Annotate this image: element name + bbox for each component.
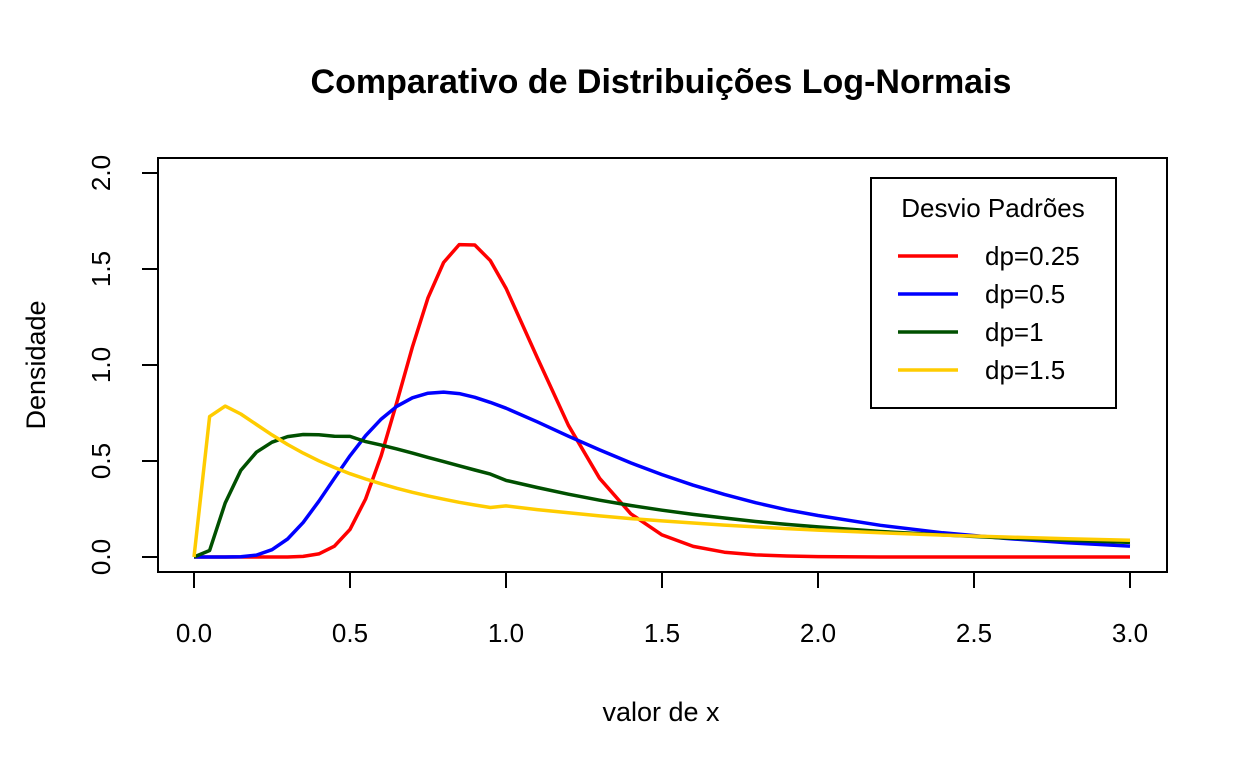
y-tick-label: 2.0 [86, 155, 116, 191]
x-tick-label: 3.0 [1112, 618, 1148, 648]
x-tick-label: 1.5 [644, 618, 680, 648]
x-tick-label: 2.5 [956, 618, 992, 648]
series-line-3 [193, 432, 1131, 559]
y-axis-label: Densidade [21, 300, 51, 429]
series-line-2 [194, 390, 1131, 559]
y-tick-label: 1.5 [86, 251, 116, 287]
legend: Desvio Padrões dp=0.25 dp=0.5 dp=1 dp=1.5 [870, 177, 1117, 409]
x-tick-label: 0.5 [332, 618, 368, 648]
x-tick-label: 2.0 [800, 618, 836, 648]
legend-label: dp=1 [985, 317, 1044, 347]
x-tick-label: 0.0 [176, 618, 212, 648]
y-tick-label: 0.0 [86, 539, 116, 575]
chart-title: Comparativo de Distribuições Log-Normais [311, 63, 1012, 101]
x-tick-label: 1.0 [488, 618, 524, 648]
legend-label: dp=0.25 [985, 241, 1080, 271]
y-axis: 0.0 0.5 1.0 1.5 2.0 [86, 155, 159, 575]
legend-title: Desvio Padrões [901, 193, 1085, 223]
series-line-1 [194, 242, 1130, 559]
legend-entries: dp=0.25 dp=0.5 dp=1 dp=1.5 [898, 241, 1080, 385]
series-line-4 [192, 404, 1131, 558]
y-tick-label: 1.0 [86, 347, 116, 383]
x-axis-label: valor de x [602, 697, 720, 727]
y-tick-label: 0.5 [86, 443, 116, 479]
legend-label: dp=1.5 [985, 355, 1065, 385]
legend-label: dp=0.5 [985, 279, 1065, 309]
x-axis: 0.0 0.5 1.0 1.5 2.0 2.5 3.0 [176, 571, 1148, 648]
series-lines [192, 242, 1131, 559]
